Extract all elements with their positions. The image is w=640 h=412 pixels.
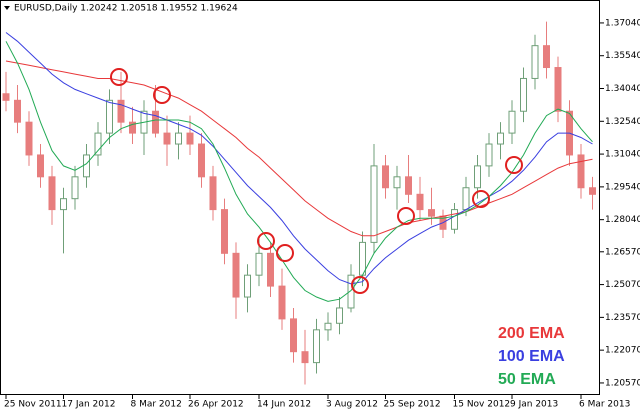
y-tick-label: 1.34040 <box>605 84 640 94</box>
y-tick-label: 1.22070 <box>605 346 640 356</box>
candle-body <box>301 351 309 364</box>
candle-body <box>71 176 79 200</box>
candle-body <box>543 45 550 69</box>
y-tick-label: 1.35540 <box>605 51 640 61</box>
y-tick-label: 1.26570 <box>605 247 640 257</box>
ema-line <box>5 41 593 302</box>
y-tick-label: 1.25070 <box>605 280 640 290</box>
candle-body <box>221 209 228 254</box>
candle-body <box>117 99 125 123</box>
legend-entry: 200 EMA <box>498 325 565 342</box>
candle-body <box>37 154 44 178</box>
annotations <box>110 68 523 294</box>
candle-body <box>244 274 251 298</box>
annotation-circle <box>276 244 294 262</box>
candle-body <box>370 165 378 243</box>
candle-body <box>83 154 90 178</box>
candle-body <box>589 187 596 195</box>
candle-body <box>324 322 332 331</box>
candle-body <box>14 99 21 123</box>
x-tick-label: 15 Nov 2012 <box>453 400 511 410</box>
candle-body <box>393 176 401 189</box>
candle-body <box>209 176 217 211</box>
candle-body <box>278 285 286 320</box>
candle-body <box>508 110 516 134</box>
candle-body <box>106 99 113 134</box>
x-tick-label: 25 Nov 2011 <box>4 400 62 410</box>
candle-body <box>94 132 102 156</box>
candle-body <box>186 132 194 145</box>
y-tick-label: 1.37040 <box>605 18 640 28</box>
candle-body <box>531 45 539 79</box>
candle-body <box>485 143 493 167</box>
legend-entry: 100 EMA <box>498 348 565 365</box>
ema-line <box>5 60 593 237</box>
x-tick-label: 14 Jun 2012 <box>257 400 311 410</box>
candle-body <box>48 176 56 211</box>
y-tick-label: 1.32540 <box>605 117 640 127</box>
annotation-circle <box>397 207 415 225</box>
annotation-circle <box>472 190 490 208</box>
candle-body <box>60 198 67 211</box>
candle-body <box>232 252 240 298</box>
x-tick-label: 9 Jan 2013 <box>510 400 558 410</box>
chart-title: EURUSD,Daily 1.20242 1.20518 1.19552 1.1… <box>14 4 238 14</box>
ema-line <box>5 32 593 285</box>
y-tick-label: 1.20570 <box>605 378 640 388</box>
candle-body <box>163 132 171 145</box>
candle-body <box>129 121 136 134</box>
candle-body <box>267 252 274 287</box>
candle-body <box>255 252 263 276</box>
candle-body <box>198 143 205 178</box>
candle-body <box>462 187 470 211</box>
y-tick-label: 1.29540 <box>605 182 640 192</box>
legend-entry: 50 EMA <box>498 371 556 388</box>
candle-body <box>25 121 33 156</box>
annotation-circle <box>351 276 369 294</box>
candle-body <box>152 110 159 134</box>
x-tick-label: 3 Aug 2012 <box>326 400 378 410</box>
candle-body <box>577 154 585 189</box>
x-tick-label: 26 Apr 2012 <box>188 400 244 410</box>
candle-body <box>2 93 10 101</box>
candle-body <box>451 209 458 230</box>
x-tick-label: 6 Mar 2013 <box>579 400 630 410</box>
candle-body <box>554 67 562 112</box>
candle-body <box>497 132 504 145</box>
candle-body <box>382 165 389 189</box>
y-tick-label: 1.28040 <box>605 215 640 225</box>
candle-body <box>474 165 481 189</box>
annotation-circle <box>153 86 171 104</box>
annotation-circle <box>257 232 275 250</box>
x-tick-label: 8 Mar 2012 <box>131 400 182 410</box>
candle-body <box>336 307 343 324</box>
annotation-circle <box>110 68 128 86</box>
candle-body <box>405 176 412 195</box>
candle-body <box>313 329 320 364</box>
annotation-circle <box>505 156 523 174</box>
candle-body <box>175 132 182 145</box>
plot-frame <box>0 0 600 395</box>
candle-body <box>428 209 435 217</box>
candle-body <box>290 318 297 353</box>
y-tick-label: 1.23570 <box>605 313 640 323</box>
y-tick-label: 1.31040 <box>605 150 640 160</box>
candle-body <box>416 193 424 211</box>
x-tick-label: 25 Sep 2012 <box>384 400 441 410</box>
x-tick-label: 17 Jan 2012 <box>62 400 116 410</box>
candle-body <box>520 77 527 112</box>
menu-icon <box>4 6 10 10</box>
